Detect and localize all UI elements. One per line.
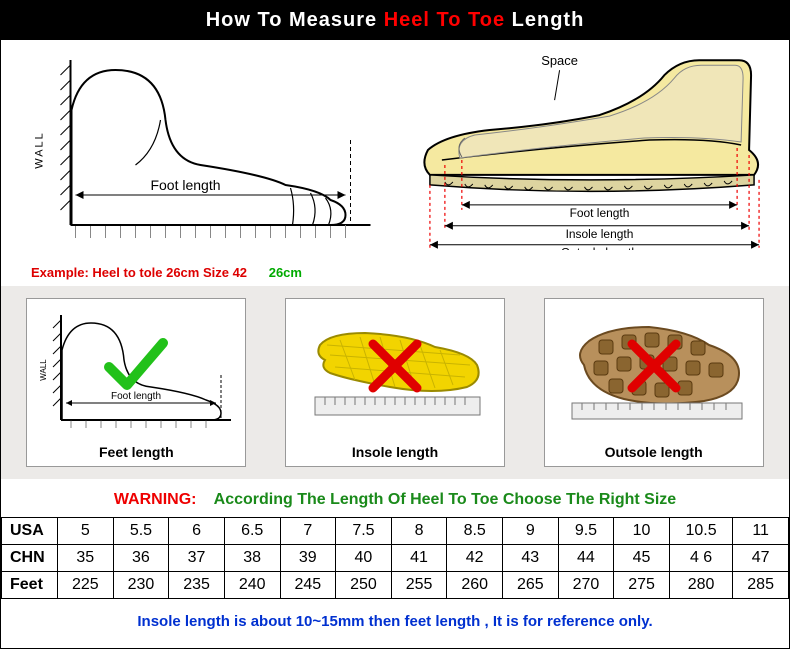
x-icon [365,336,425,396]
shoe-foot-length: Foot length [570,206,630,220]
size-cell: 255 [391,572,447,599]
size-cell: 265 [503,572,559,599]
table-row: USA55.566.577.588.599.51010.511 [2,518,789,545]
header-bar: How To Measure Heel To Toe Length [1,1,789,40]
box-insole-length: Insole length [285,298,505,467]
size-chart-container: How To Measure Heel To Toe Length WALL [0,0,790,649]
space-label: Space [541,53,578,68]
diagram-shoe: Space [400,50,779,255]
wall-label: WALL [34,131,46,169]
size-cell: 5 [58,518,114,545]
size-cell: 9 [503,518,559,545]
method-boxes-row: WALL Foot length Feet length [1,286,789,479]
size-cell: 41 [391,545,447,572]
size-cell: 42 [447,545,503,572]
size-cell: 39 [280,545,336,572]
example-line: Example: Heel to tole 26cm Size 42 26cm [1,265,789,286]
warning-line: WARNING: According The Length Of Heel To… [1,479,789,517]
size-cell: 43 [503,545,559,572]
row-label: CHN [2,545,58,572]
size-cell: 45 [614,545,670,572]
size-table: USA55.566.577.588.599.51010.511CHN353637… [1,517,789,599]
warning-green: According The Length Of Heel To Toe Choo… [214,491,677,508]
shoe-svg: Space [400,50,779,250]
table-row: CHN35363738394041424344454 647 [2,545,789,572]
size-cell: 285 [733,572,789,599]
check-icon [101,331,171,401]
size-cell: 235 [169,572,225,599]
size-cell: 47 [733,545,789,572]
box2-label: Insole length [292,444,498,460]
shoe-outsole-length: Outsole length [561,246,638,250]
size-cell: 240 [224,572,280,599]
x-icon [624,336,684,396]
box1-wall: WALL [39,359,48,381]
top-diagrams-row: WALL Foot length [1,40,789,265]
size-cell: 260 [447,572,503,599]
shoe-insole-length: Insole length [566,227,634,241]
warning-red: WARNING: [114,491,197,508]
size-cell: 7 [280,518,336,545]
header-text-2: Heel To Toe [384,9,512,31]
size-cell: 8 [391,518,447,545]
table-row: Feet225230235240245250255260265270275280… [2,572,789,599]
box-feet-length: WALL Foot length Feet length [26,298,246,467]
size-cell: 230 [113,572,169,599]
row-label: USA [2,518,58,545]
header-text-1: How To Measure [206,9,384,31]
example-green: 26cm [269,265,302,280]
diagram-foot-wall: WALL Foot length [11,50,390,255]
size-cell: 5.5 [113,518,169,545]
size-cell: 35 [58,545,114,572]
footnote: Insole length is about 10~15mm then feet… [1,599,789,648]
size-cell: 250 [336,572,392,599]
size-cell: 6.5 [224,518,280,545]
size-cell: 275 [614,572,670,599]
size-cell: 44 [558,545,614,572]
size-cell: 4 6 [669,545,732,572]
size-cell: 37 [169,545,225,572]
example-red: Example: Heel to tole 26cm Size 42 [31,265,247,280]
size-cell: 10.5 [669,518,732,545]
size-cell: 9.5 [558,518,614,545]
size-cell: 6 [169,518,225,545]
foot-length-label: Foot length [150,177,220,193]
size-cell: 270 [558,572,614,599]
foot-wall-svg: WALL Foot length [11,50,390,250]
header-text-3: Length [512,9,585,31]
size-cell: 10 [614,518,670,545]
size-cell: 11 [733,518,789,545]
size-cell: 8.5 [447,518,503,545]
row-label: Feet [2,572,58,599]
size-cell: 280 [669,572,732,599]
box3-label: Outsole length [551,444,757,460]
size-cell: 40 [336,545,392,572]
size-cell: 36 [113,545,169,572]
size-cell: 7.5 [336,518,392,545]
box1-label: Feet length [33,444,239,460]
size-cell: 38 [224,545,280,572]
size-cell: 225 [58,572,114,599]
box-outsole-length: Outsole length [544,298,764,467]
size-cell: 245 [280,572,336,599]
